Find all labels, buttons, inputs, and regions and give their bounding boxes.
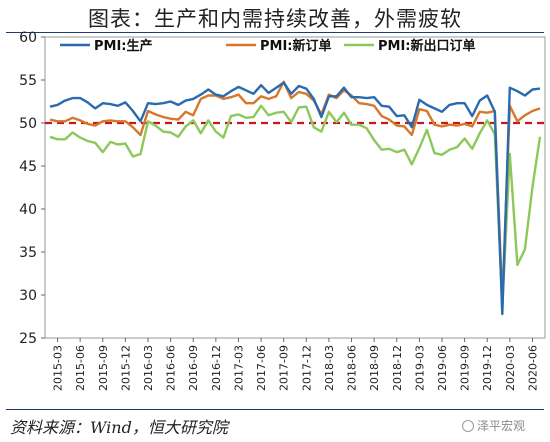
footer-rule <box>6 409 544 410</box>
chart-axes: 25 30 35 40 45 50 55 60 2015-03 2015-06 2015-09 201… <box>19 30 546 391</box>
series-line-2 <box>49 104 542 308</box>
title-rule <box>6 32 544 33</box>
plot-frame <box>44 36 546 339</box>
x-tick-label: 2015-06 <box>74 345 87 391</box>
y-tick-label: 60 <box>19 30 37 46</box>
x-tick-label: 2018-09 <box>368 345 381 391</box>
y-tick-label: 40 <box>19 202 37 218</box>
x-tick-label: 2015-09 <box>97 345 110 391</box>
x-tick-label: 2015-12 <box>119 345 132 391</box>
x-tick-label: 2016-09 <box>187 345 200 391</box>
legend-label: PMI:新订单 <box>260 38 332 54</box>
watermark-text: 泽平宏观 <box>477 419 526 433</box>
series-lines <box>49 80 542 316</box>
y-tick-label: 30 <box>19 288 37 304</box>
y-tick-label: 55 <box>19 73 37 89</box>
watermark: 泽平宏观 <box>462 417 525 434</box>
legend-label: PMI:新出口订单 <box>378 38 476 54</box>
x-tick-label: 2018-06 <box>346 345 359 391</box>
x-tick-label: 2020-06 <box>526 345 539 391</box>
x-tick-label: 2019-03 <box>413 345 426 391</box>
legend-label: PMI:生产 <box>94 38 153 54</box>
x-tick-label: 2020-03 <box>504 345 517 391</box>
source-note: 资料来源：Wind，恒大研究院 <box>10 418 228 437</box>
x-tick-label: 2017-12 <box>300 345 313 391</box>
wechat-logo-icon <box>462 419 474 432</box>
x-tick-label: 2016-06 <box>165 345 178 391</box>
x-tick-label: 2017-06 <box>255 345 268 391</box>
series-line-1 <box>49 80 541 303</box>
x-tick-label: 2017-09 <box>278 345 291 391</box>
y-tick-label: 50 <box>19 116 37 132</box>
y-tick-label: 25 <box>19 331 37 347</box>
x-tick-label: 2018-03 <box>323 345 336 391</box>
series-line-0 <box>49 81 541 316</box>
x-tick-label: 2016-12 <box>210 345 223 391</box>
x-tick-label: 2017-03 <box>232 345 245 391</box>
x-tick-label: 2015-03 <box>52 345 65 391</box>
chart-legend: PMI:生产 PMI:新订单 PMI:新出口订单 <box>60 38 476 54</box>
x-tick-label: 2019-09 <box>459 345 472 391</box>
y-tick-label: 45 <box>19 159 37 175</box>
x-tick-label: 2019-12 <box>481 345 494 391</box>
x-tick-label: 2019-06 <box>436 345 449 391</box>
x-tick-label: 2016-03 <box>142 345 155 391</box>
x-tick-label: 2018-12 <box>391 345 404 391</box>
chart-title: 图表：生产和内需持续改善，外需疲软 <box>88 7 462 31</box>
y-tick-label: 35 <box>19 245 37 261</box>
